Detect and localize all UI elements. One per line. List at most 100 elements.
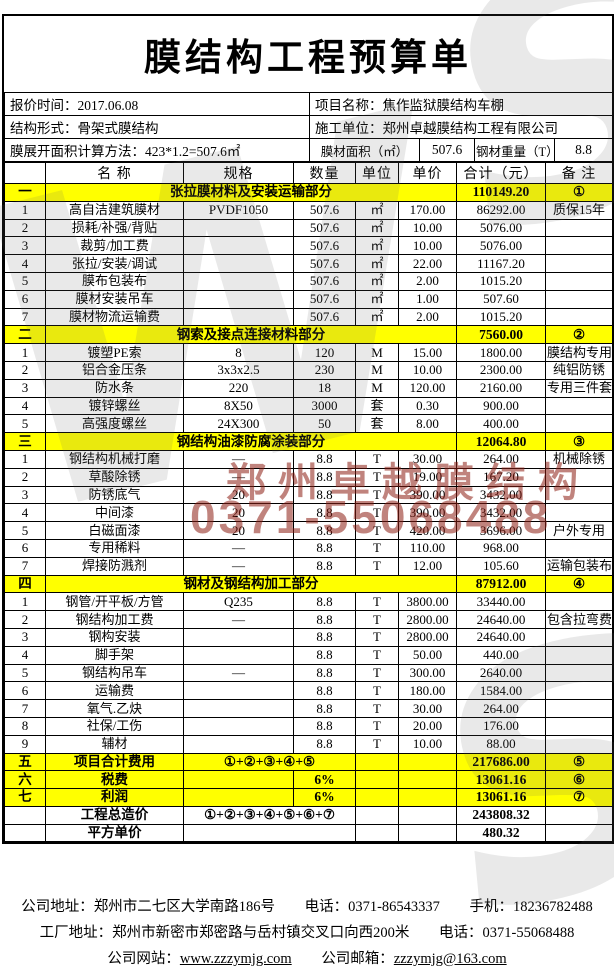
cell: Q235	[183, 592, 294, 612]
cell: 220	[183, 378, 294, 398]
cell	[545, 699, 613, 718]
cell: 507.6	[293, 289, 356, 309]
cell	[183, 289, 294, 309]
cell: 防水条	[45, 378, 184, 398]
cell	[545, 396, 613, 416]
table-row: 4 脚手架 8.8 T 50.00 440.00	[4, 645, 613, 665]
cell: 辅材	[45, 734, 184, 754]
cell: 217686.00	[456, 752, 546, 772]
cell: 10.00	[398, 360, 457, 380]
cell: ㎡	[355, 218, 399, 238]
cell	[183, 788, 294, 807]
cell: ㎡	[355, 289, 399, 309]
cell: 3432.00	[456, 503, 546, 523]
cell: T	[355, 699, 399, 718]
cell: T	[355, 467, 399, 487]
cell: 0.30	[398, 396, 457, 416]
cell	[183, 770, 294, 790]
section-row: 五项目合计费用 ①+②+③+④+⑤ 217686.00 ⑤	[4, 752, 613, 772]
cell: 中间漆	[45, 503, 184, 523]
cell: 2	[4, 467, 46, 487]
cell: 50	[293, 414, 356, 434]
table-row: 4 中间漆 20 8.8 T 390.00 3432.00	[4, 503, 613, 523]
table-row: 2 草酸除锈 —8.8 T 19.00 167.20	[4, 467, 613, 487]
column-header-row: 名 称 规格 数量 单位 单价 合计（元） 备 注	[4, 162, 613, 184]
cell: 8.8	[293, 521, 356, 540]
cell	[183, 716, 294, 736]
cell: 氧气.乙炔	[45, 699, 184, 718]
cell: ②	[545, 325, 613, 345]
cell: ㎡	[355, 254, 399, 273]
cell: 3	[4, 236, 46, 256]
cell: 167.20	[456, 467, 546, 487]
cell: 11167.20	[456, 254, 546, 273]
cell: 钢结构机械打磨	[45, 449, 184, 469]
cell	[4, 805, 46, 825]
table-row: 1 高自洁建筑膜材 PVDF1050 507.6 ㎡ 170.00 86292.00 质保15…	[4, 200, 613, 220]
col-name: 名 称	[45, 162, 184, 184]
cell: T	[355, 663, 399, 683]
cell: 5	[4, 663, 46, 683]
cell	[545, 289, 613, 309]
cell: 5	[4, 521, 46, 540]
cell: 8.8	[293, 645, 356, 665]
cell: 1015.20	[456, 271, 546, 291]
cell: 8	[183, 343, 294, 362]
cell: 3	[4, 485, 46, 505]
info-header-table: 报价时间：2017.06.08 项目名称：焦作监狱膜结构车棚 结构形式：骨架式膜…	[4, 92, 613, 162]
cell: 1	[4, 200, 46, 220]
cell: 专用稀料	[45, 538, 184, 558]
cell: 24640.00	[456, 610, 546, 629]
cell	[545, 663, 613, 683]
cell: 平方单价	[45, 823, 184, 843]
cell: 3x3x2.5	[183, 360, 294, 380]
cell: 507.6	[293, 271, 356, 291]
cell: 二	[4, 325, 46, 345]
cell: 5	[4, 271, 46, 291]
cell: 9	[4, 734, 46, 754]
cell: 13061.16	[456, 788, 546, 807]
email-link[interactable]: zzzymjg@163.com	[393, 951, 507, 967]
cell: 6	[4, 538, 46, 558]
budget-table: 名 称 规格 数量 单位 单价 合计（元） 备 注 一张拉膜材料及安装运输部分 1…	[4, 162, 613, 843]
cell: 2	[4, 610, 46, 629]
cell: 13061.16	[456, 770, 546, 790]
cell: 1	[4, 592, 46, 612]
cell: —	[183, 610, 294, 629]
cell: 工程总造价	[45, 805, 184, 825]
footer-line-address: 公司地址：郑州市二七区大学南路186号 电话：0371-86543337 手机：…	[0, 894, 614, 920]
cell: 243808.32	[456, 805, 546, 825]
cell: 1015.20	[456, 307, 546, 327]
table-row: 2 钢结构加工费 —8.8 T 2800.00 24640.00 包含拉弯费	[4, 610, 613, 629]
cell: 白磁面漆	[45, 521, 184, 540]
cell	[545, 307, 613, 327]
cell: 10.00	[398, 236, 457, 256]
company-address: 郑州市二七区大学南路186号	[93, 899, 275, 915]
area-method-value: 423*1.2=507.6㎡	[145, 144, 241, 159]
company-phone: 0371-86543337	[348, 899, 440, 915]
cell: 2.00	[398, 271, 457, 291]
cell: 2300.00	[456, 360, 546, 380]
total-row: 平方单价 480.32	[4, 823, 613, 843]
steel-weight-value: 8.8	[554, 138, 613, 162]
website-link[interactable]: www.zzzymjg.com	[179, 951, 292, 967]
cell: 4	[4, 396, 46, 416]
table-row: 6 膜材安装吊车 507.6 ㎡ 1.00 507.60	[4, 289, 613, 309]
cell: 110.00	[398, 538, 457, 558]
col-unit: 单位	[355, 162, 399, 184]
cell: 项目合计费用	[45, 752, 184, 772]
cell: 1584.00	[456, 681, 546, 701]
cell	[355, 805, 399, 825]
cell: 120	[293, 343, 356, 362]
area-method-cell: 膜展开面积计算方法：423*1.2=507.6㎡	[4, 138, 310, 162]
cell: 高自洁建筑膜材	[45, 200, 184, 220]
cell: 4	[4, 503, 46, 523]
cell	[183, 307, 294, 327]
cell: 8.8	[293, 592, 356, 612]
cell: M	[355, 378, 399, 398]
cell: 18	[293, 378, 356, 398]
col-price: 单价	[398, 162, 457, 184]
cell	[545, 414, 613, 434]
cell: 1.00	[398, 289, 457, 309]
